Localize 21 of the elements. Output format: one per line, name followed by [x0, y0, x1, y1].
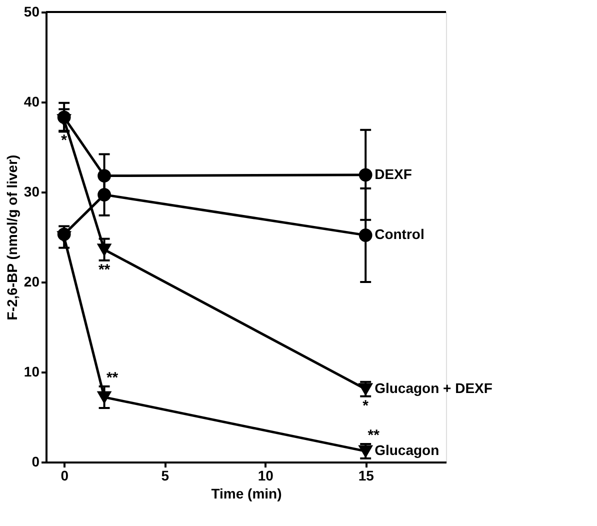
series-label: Glucagon + DEXF: [374, 380, 493, 396]
y-tick-label: 40: [24, 94, 40, 110]
x-tick-label: 15: [358, 468, 374, 484]
y-tick-label: 0: [32, 454, 40, 470]
series-label: DEXF: [374, 166, 412, 182]
series-label: Glucagon: [374, 442, 440, 458]
y-tick-label: 20: [24, 274, 40, 290]
y-tick-label: 30: [24, 184, 40, 200]
y-axis-title: F-2,6-BP (nmol/g of liver): [4, 154, 20, 320]
y-tick-label: 50: [24, 4, 40, 20]
x-tick-label: 0: [60, 468, 69, 484]
x-axis-title: Time (min): [211, 486, 282, 502]
series-label: Control: [374, 226, 424, 242]
annotation: *: [362, 397, 369, 414]
annotation: **: [106, 369, 118, 386]
annotation: **: [368, 427, 380, 444]
x-tick-label: 10: [258, 468, 274, 484]
y-tick-label: 10: [24, 364, 40, 380]
annotation: *: [61, 132, 68, 149]
annotation: **: [98, 261, 110, 278]
x-tick-label: 5: [161, 468, 170, 484]
